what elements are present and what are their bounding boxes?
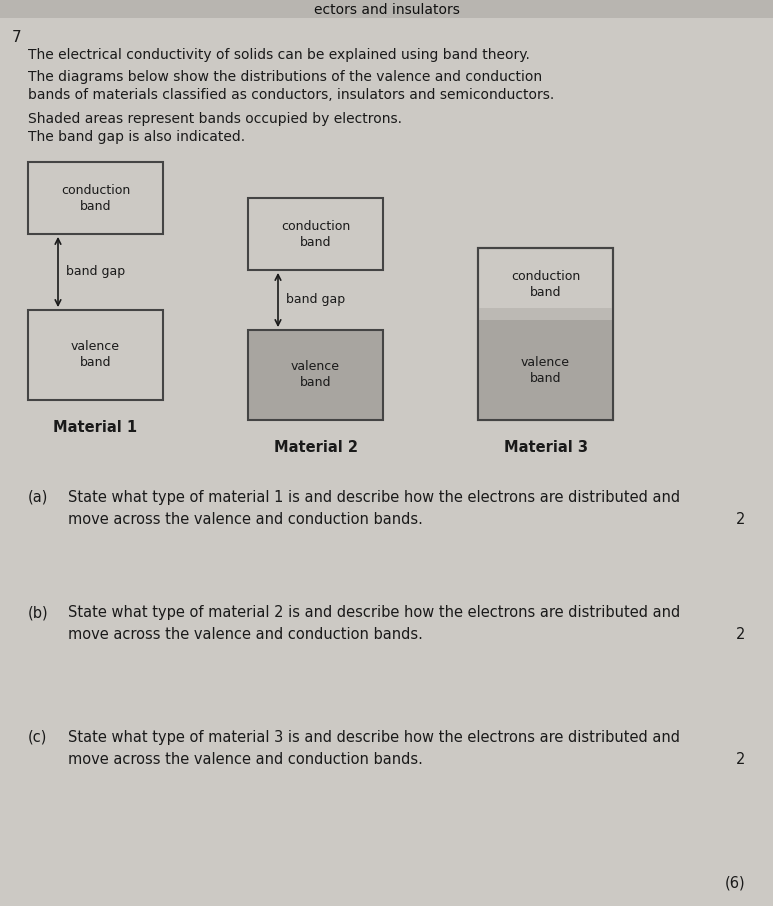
- Text: ectors and insulators: ectors and insulators: [314, 3, 459, 17]
- Text: band: band: [80, 199, 111, 213]
- Bar: [248, 198, 383, 270]
- Text: (c): (c): [28, 730, 47, 745]
- Text: (b): (b): [28, 605, 49, 620]
- Text: valence: valence: [71, 341, 120, 353]
- Text: valence: valence: [521, 356, 570, 369]
- Text: Shaded areas represent bands occupied by electrons.: Shaded areas represent bands occupied by…: [28, 112, 402, 126]
- Text: band: band: [530, 285, 561, 299]
- Bar: [28, 310, 163, 400]
- Text: Material 2: Material 2: [274, 440, 357, 455]
- Text: The diagrams below show the distributions of the valence and conduction: The diagrams below show the distribution…: [28, 70, 542, 84]
- Text: State what type of material 3 is and describe how the electrons are distributed : State what type of material 3 is and des…: [68, 730, 680, 745]
- Bar: [28, 162, 163, 234]
- Text: conduction: conduction: [281, 219, 350, 233]
- Text: band: band: [300, 236, 332, 248]
- Text: valence: valence: [291, 361, 340, 373]
- Text: move across the valence and conduction bands.: move across the valence and conduction b…: [68, 752, 423, 767]
- Text: State what type of material 1 is and describe how the electrons are distributed : State what type of material 1 is and des…: [68, 490, 680, 505]
- Bar: [0, 0, 773, 18]
- Text: 2: 2: [736, 627, 745, 642]
- Bar: [479, 320, 612, 419]
- Text: conduction: conduction: [511, 270, 580, 283]
- Text: 2: 2: [736, 752, 745, 767]
- Text: band: band: [80, 356, 111, 370]
- Text: band gap: band gap: [286, 294, 345, 306]
- Bar: [248, 330, 383, 420]
- Text: Material 1: Material 1: [53, 420, 138, 435]
- Text: 7: 7: [12, 30, 22, 45]
- Text: bands of materials classified as conductors, insulators and semiconductors.: bands of materials classified as conduct…: [28, 88, 554, 102]
- Text: band gap: band gap: [66, 265, 125, 278]
- Bar: [478, 248, 613, 420]
- Text: band: band: [300, 377, 332, 390]
- Text: The band gap is also indicated.: The band gap is also indicated.: [28, 130, 245, 144]
- Text: move across the valence and conduction bands.: move across the valence and conduction b…: [68, 627, 423, 642]
- Text: (6): (6): [724, 876, 745, 891]
- Text: conduction: conduction: [61, 184, 130, 197]
- Text: move across the valence and conduction bands.: move across the valence and conduction b…: [68, 512, 423, 527]
- Bar: [478, 248, 613, 420]
- Text: State what type of material 2 is and describe how the electrons are distributed : State what type of material 2 is and des…: [68, 605, 680, 620]
- Text: Material 3: Material 3: [503, 440, 587, 455]
- Text: The electrical conductivity of solids can be explained using band theory.: The electrical conductivity of solids ca…: [28, 48, 530, 62]
- Text: 2: 2: [736, 512, 745, 527]
- Text: (a): (a): [28, 490, 49, 505]
- Bar: [479, 308, 612, 320]
- Text: band: band: [530, 371, 561, 385]
